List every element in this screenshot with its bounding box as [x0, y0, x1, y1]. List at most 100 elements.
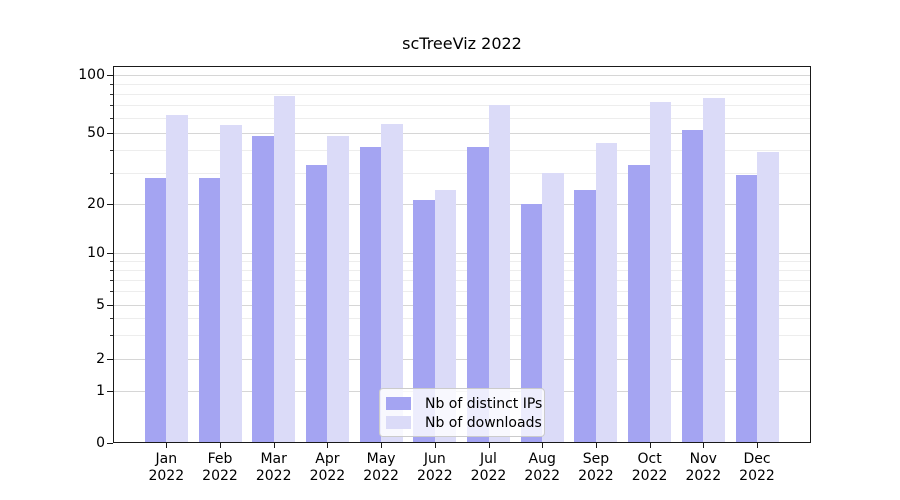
y-tick-mark-100 — [107, 75, 113, 76]
x-tick-mark-dec — [757, 443, 758, 448]
x-tick-label-aug: Aug 2022 — [510, 451, 574, 485]
y-tick-mark-20 — [107, 204, 113, 205]
y-tick-mark-10 — [107, 253, 113, 254]
y-tick-label-5: 5 — [96, 297, 105, 313]
legend-swatch-nb-of-distinct-ips — [386, 397, 411, 410]
x-tick-year-nov: 2022 — [685, 468, 722, 484]
x-tick-year-feb: 2022 — [202, 468, 238, 484]
bar-nb-of-distinct-ips-may — [359, 146, 382, 443]
x-tick-mark-oct — [649, 443, 651, 448]
bar-nb-of-distinct-ips-sep — [574, 189, 596, 443]
bar-nb-of-downloads-oct — [649, 102, 672, 443]
bar-nb-of-distinct-ips-apr — [305, 165, 328, 443]
bar-nb-of-distinct-ips-oct — [628, 165, 650, 443]
y-tick-label-100: 100 — [78, 67, 105, 83]
bar-nb-of-downloads-feb — [220, 125, 242, 443]
y-tick-label-2: 2 — [96, 351, 105, 367]
y-minor-tick-mark-80 — [109, 93, 113, 95]
gridline-major-10 — [113, 253, 811, 254]
gridline-major-5 — [113, 305, 811, 306]
y-tick-label-50: 50 — [87, 125, 105, 141]
gridline-minor-60 — [113, 117, 811, 119]
gridline-minor-70 — [113, 104, 811, 106]
bar-nb-of-downloads-aug — [542, 172, 564, 443]
x-tick-year-aug: 2022 — [524, 468, 560, 484]
gridline-major-50 — [113, 133, 811, 134]
gridline-minor-9 — [113, 260, 811, 262]
x-tick-mark-may — [381, 443, 383, 448]
x-tick-label-jul: Jul 2022 — [457, 451, 521, 485]
y-minor-tick-mark-4 — [109, 318, 113, 320]
legend-entry-nb-of-distinct-ips: Nb of distinct IPs — [386, 394, 544, 413]
gridline-minor-90 — [113, 83, 811, 85]
y-tick-mark-5 — [107, 305, 113, 306]
y-tick-label-1: 1 — [96, 383, 105, 399]
plot-area — [113, 66, 811, 443]
x-tick-label-nov: Nov 2022 — [671, 451, 735, 485]
x-tick-mark-jun — [434, 443, 436, 448]
x-tick-label-jan: Jan 2022 — [134, 451, 198, 485]
x-tick-mark-jan — [166, 443, 168, 448]
chart-title: scTreeViz 2022 — [402, 34, 522, 53]
x-tick-year-may: 2022 — [363, 468, 399, 484]
gridline-minor-80 — [113, 93, 811, 95]
gridline-major-100 — [113, 75, 811, 76]
x-tick-mark-mar — [273, 443, 275, 448]
bar-nb-of-distinct-ips-nov — [681, 129, 704, 443]
x-tick-year-sep: 2022 — [578, 468, 614, 484]
y-minor-tick-mark-9 — [109, 260, 113, 262]
bar-nb-of-distinct-ips-jul — [467, 146, 489, 443]
y-minor-tick-mark-90 — [109, 83, 113, 85]
x-tick-label-dec: Dec 2022 — [725, 451, 789, 485]
gridline-minor-3 — [113, 335, 811, 337]
bar-nb-of-distinct-ips-mar — [252, 136, 274, 443]
bar-nb-of-distinct-ips-dec — [735, 175, 757, 443]
x-tick-mark-aug — [542, 443, 544, 448]
bar-nb-of-downloads-jun — [434, 189, 457, 443]
bar-nb-of-distinct-ips-feb — [198, 177, 220, 443]
x-tick-year-apr: 2022 — [309, 468, 346, 484]
x-tick-label-sep: Sep 2022 — [564, 451, 628, 485]
x-tick-label-feb: Feb 2022 — [188, 451, 252, 485]
y-minor-tick-mark-8 — [109, 269, 113, 271]
legend: Nb of distinct IPs Nb of downloads — [379, 388, 545, 437]
bar-nb-of-downloads-dec — [757, 152, 779, 443]
y-tick-label-20: 20 — [87, 196, 105, 212]
x-tick-year-oct: 2022 — [631, 468, 668, 484]
x-tick-year-jul: 2022 — [470, 468, 507, 484]
x-tick-label-jun: Jun 2022 — [403, 451, 467, 485]
bar-nb-of-downloads-nov — [703, 97, 725, 443]
gridline-minor-8 — [113, 269, 811, 271]
bar-nb-of-downloads-jan — [166, 115, 188, 443]
y-minor-tick-mark-3 — [109, 335, 113, 337]
x-tick-year-jun: 2022 — [416, 468, 453, 484]
y-minor-tick-mark-7 — [109, 279, 113, 281]
y-minor-tick-mark-60 — [109, 117, 113, 119]
x-tick-mark-sep — [595, 443, 597, 448]
y-minor-tick-mark-70 — [109, 104, 113, 106]
y-minor-tick-mark-30 — [109, 172, 113, 174]
x-tick-year-jan: 2022 — [148, 468, 185, 484]
gridline-major-20 — [113, 204, 811, 205]
y-minor-tick-mark-40 — [109, 150, 113, 152]
y-tick-mark-2 — [107, 359, 113, 360]
legend-label-nb-of-downloads: Nb of downloads — [425, 414, 542, 431]
x-tick-label-may: May 2022 — [349, 451, 413, 485]
gridline-minor-7 — [113, 279, 811, 281]
y-tick-label-10: 10 — [87, 245, 105, 261]
x-tick-label-oct: Oct 2022 — [618, 451, 682, 485]
gridline-minor-30 — [113, 172, 811, 174]
y-tick-mark-50 — [107, 133, 113, 134]
bar-nb-of-downloads-sep — [595, 142, 618, 443]
bar-nb-of-distinct-ips-aug — [520, 204, 543, 443]
y-tick-mark-1 — [107, 391, 113, 392]
x-tick-mark-jul — [488, 443, 490, 448]
legend-label-nb-of-distinct-ips: Nb of distinct IPs — [425, 395, 543, 412]
gridline-major-2 — [113, 359, 811, 360]
bar-nb-of-downloads-mar — [273, 95, 296, 443]
gridline-minor-6 — [113, 291, 811, 293]
bar-nb-of-downloads-jul — [488, 104, 510, 443]
legend-swatch-nb-of-downloads — [386, 416, 411, 429]
gridline-minor-40 — [113, 150, 811, 152]
